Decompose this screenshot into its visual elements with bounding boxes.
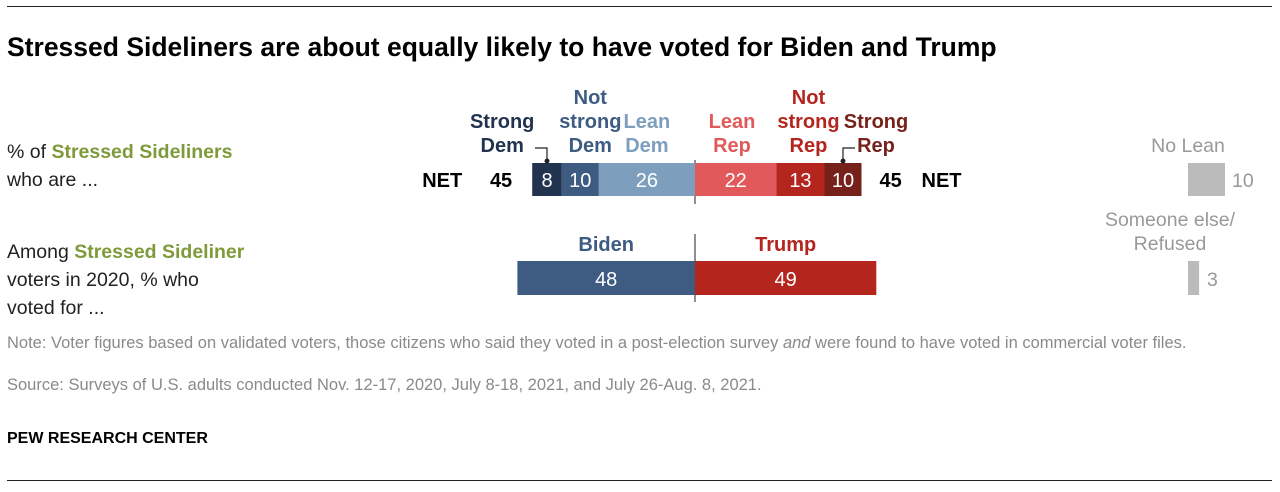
row1-label: % of Stressed Sideliners who are ...: [7, 138, 232, 194]
series-label-not-strong-rep-0: Not: [792, 87, 826, 109]
bottom-rule: [7, 480, 1272, 481]
value-label-strong-rep: 10: [832, 170, 854, 192]
someone-else-label-0: Someone else/: [1105, 209, 1236, 231]
top-rule: [7, 6, 1272, 7]
net-value-rep: 45: [880, 170, 902, 192]
series-label-biden: Biden: [578, 234, 634, 256]
bar-trump: [695, 261, 877, 295]
bar-strong-dem: [532, 163, 562, 196]
bar-someone-else: [1188, 261, 1200, 295]
bar-strong-rep: [824, 163, 862, 196]
row2-prefix: Among: [7, 241, 75, 263]
series-label-strong-rep-0: Strong: [844, 111, 908, 133]
row1-highlight: Stressed Sideliners: [51, 141, 233, 163]
row1-prefix: % of: [7, 141, 52, 163]
bar-not-strong-dem: [561, 163, 599, 196]
series-label-not-strong-dem-1: strong: [559, 111, 621, 133]
chart-note: Note: Voter figures based on validated v…: [7, 333, 1267, 353]
value-label-biden: 48: [595, 269, 617, 291]
series-label-lean-dem-1: Dem: [625, 135, 668, 157]
bar-biden: [517, 261, 695, 295]
leader-dot-strong-dem: [544, 158, 550, 164]
leader-dot-strong-rep: [840, 158, 846, 164]
row2-label: Among Stressed Sideliner voters in 2020,…: [7, 238, 244, 322]
series-label-not-strong-rep-2: Rep: [790, 135, 828, 157]
value-label-someone-else: 3: [1207, 269, 1218, 291]
series-label-not-strong-dem-2: Dem: [569, 135, 612, 157]
value-label-trump: 49: [775, 269, 797, 291]
bar-lean-rep: [695, 163, 777, 196]
value-label-not-strong-dem: 10: [569, 170, 591, 192]
value-label-lean-rep: 22: [725, 170, 747, 192]
organization-label: PEW RESEARCH CENTER: [7, 430, 208, 447]
someone-else-label-1: Refused: [1134, 233, 1207, 255]
value-label-strong-dem: 8: [541, 170, 552, 192]
row2-line2: voters in 2020, % who: [7, 269, 199, 291]
bar-lean-dem: [598, 163, 695, 196]
chart-title: Stressed Sideliners are about equally li…: [7, 32, 997, 62]
series-label-trump: Trump: [755, 234, 816, 256]
chart-source: Source: Surveys of U.S. adults conducted…: [7, 376, 762, 394]
row1-line2: who are ...: [7, 169, 99, 191]
net-label-dem: NET: [422, 170, 462, 192]
series-label-strong-dem-0: Strong: [470, 111, 534, 133]
value-label-no-lean: 10: [1232, 170, 1254, 192]
series-label-strong-dem-1: Dem: [481, 135, 524, 157]
leader-line-strong-rep: [842, 147, 855, 161]
bar-not-strong-rep: [776, 163, 825, 196]
value-label-lean-dem: 26: [636, 170, 658, 192]
series-label-not-strong-dem-0: Not: [574, 87, 608, 109]
series-label-not-strong-rep-1: strong: [777, 111, 839, 133]
row2-line3: voted for ...: [7, 297, 105, 319]
series-label-lean-rep-1: Rep: [713, 135, 751, 157]
note-after: were found to have voted in commercial v…: [810, 334, 1187, 352]
row2-highlight: Stressed Sideliner: [74, 241, 245, 263]
bar-no-lean: [1188, 163, 1225, 196]
series-label-lean-dem-0: Lean: [624, 111, 671, 133]
leader-line-strong-dem: [535, 147, 548, 161]
series-label-lean-rep-0: Lean: [709, 111, 756, 133]
note-before: Note: Voter figures based on validated v…: [7, 334, 783, 352]
no-lean-label: No Lean: [1151, 135, 1225, 157]
note-emphasis: and: [782, 334, 811, 352]
series-label-strong-rep-1: Rep: [857, 135, 895, 157]
net-label-rep: NET: [922, 170, 962, 192]
value-label-not-strong-rep: 13: [789, 170, 811, 192]
net-value-dem: 45: [490, 170, 512, 192]
